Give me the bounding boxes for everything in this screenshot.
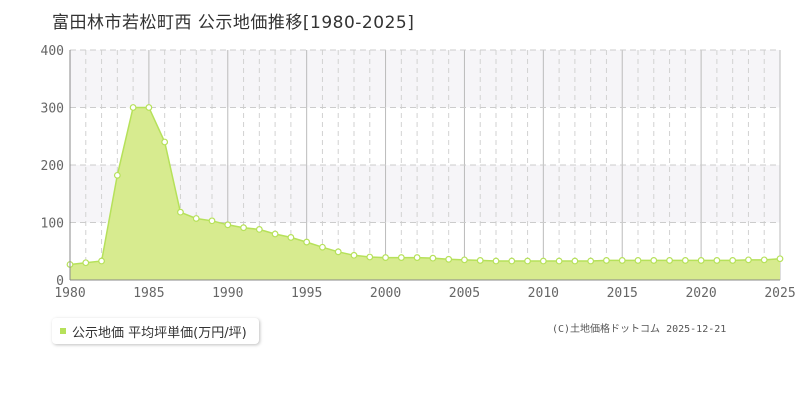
data-point <box>271 230 279 238</box>
data-point <box>287 234 295 241</box>
background-bands <box>70 50 780 223</box>
axes <box>69 50 780 281</box>
data-point <box>729 257 737 264</box>
data-point <box>240 224 247 232</box>
data-points <box>66 104 784 268</box>
data-point <box>666 257 673 264</box>
y-tick-label: 300 <box>41 102 64 117</box>
x-tick-label: 2005 <box>449 286 480 300</box>
x-tick-label: 2020 <box>685 286 716 300</box>
y-tick-label: 200 <box>41 159 64 174</box>
data-point <box>382 254 389 261</box>
y-tick-label: 0 <box>56 274 64 289</box>
series-area <box>70 107 780 280</box>
data-point <box>571 257 579 265</box>
data-point <box>634 257 642 264</box>
land-price-chart: 0 100 200 300 400 1980 1985 1990 1995 2000 2005 20… <box>41 44 796 300</box>
data-point <box>177 208 184 216</box>
data-point <box>192 215 200 222</box>
data-point <box>350 251 358 259</box>
data-point <box>492 257 500 265</box>
credit-text: (C)土地価格ドットコム 2025-12-21 <box>552 324 727 335</box>
data-point <box>334 248 342 256</box>
data-point <box>145 104 153 111</box>
data-point <box>539 257 547 265</box>
y-tick-labels: 0 100 200 300 400 <box>41 44 64 289</box>
data-point <box>224 221 232 229</box>
data-point <box>508 257 516 265</box>
data-point <box>603 257 610 264</box>
data-point <box>713 257 721 264</box>
data-point <box>587 257 595 265</box>
legend-label: 公示地価 平均坪単価(万円/坪) <box>72 325 247 341</box>
x-tick-label: 1995 <box>291 286 322 300</box>
x-tick-label: 1980 <box>54 286 85 300</box>
data-point <box>413 254 421 261</box>
x-tick-label: 2025 <box>764 286 795 300</box>
data-point <box>129 104 137 111</box>
data-point <box>161 138 169 146</box>
grid-band <box>70 50 780 108</box>
grid-band <box>70 165 780 223</box>
x-tick-label: 2010 <box>528 286 559 300</box>
data-point <box>208 217 216 225</box>
data-point <box>776 255 784 263</box>
x-tick-label: 1990 <box>212 286 243 300</box>
x-tick-label: 2000 <box>370 286 401 300</box>
data-point <box>98 257 105 265</box>
data-point <box>366 253 374 261</box>
data-point <box>113 171 121 179</box>
data-point <box>303 238 311 246</box>
data-point <box>697 257 705 264</box>
data-point <box>319 243 326 251</box>
data-point <box>255 225 263 233</box>
data-point <box>461 256 468 264</box>
data-point <box>476 257 484 264</box>
data-point <box>429 254 437 262</box>
data-point <box>82 259 90 267</box>
data-point <box>760 256 768 264</box>
legend-swatch <box>60 328 66 334</box>
data-point <box>555 257 563 265</box>
data-point <box>745 256 752 264</box>
data-point <box>650 257 658 264</box>
chart-title: 富田林市若松町西 公示地価推移[1980-2025] <box>52 13 415 33</box>
data-point <box>397 254 405 261</box>
x-tick-label: 1985 <box>133 286 164 300</box>
y-tick-label: 100 <box>41 217 64 232</box>
data-point <box>681 257 689 264</box>
legend: 公示地価 平均坪単価(万円/坪) <box>52 318 259 344</box>
x-tick-label: 2015 <box>607 286 638 300</box>
data-point <box>618 257 626 264</box>
series-line <box>69 106 781 266</box>
x-tick-labels: 1980 1985 1990 1995 2000 2005 2010 2015 2020 2025 <box>54 286 795 300</box>
area-series <box>69 106 781 280</box>
y-tick-label: 400 <box>41 44 64 59</box>
data-point <box>524 257 531 265</box>
data-point <box>445 255 453 263</box>
